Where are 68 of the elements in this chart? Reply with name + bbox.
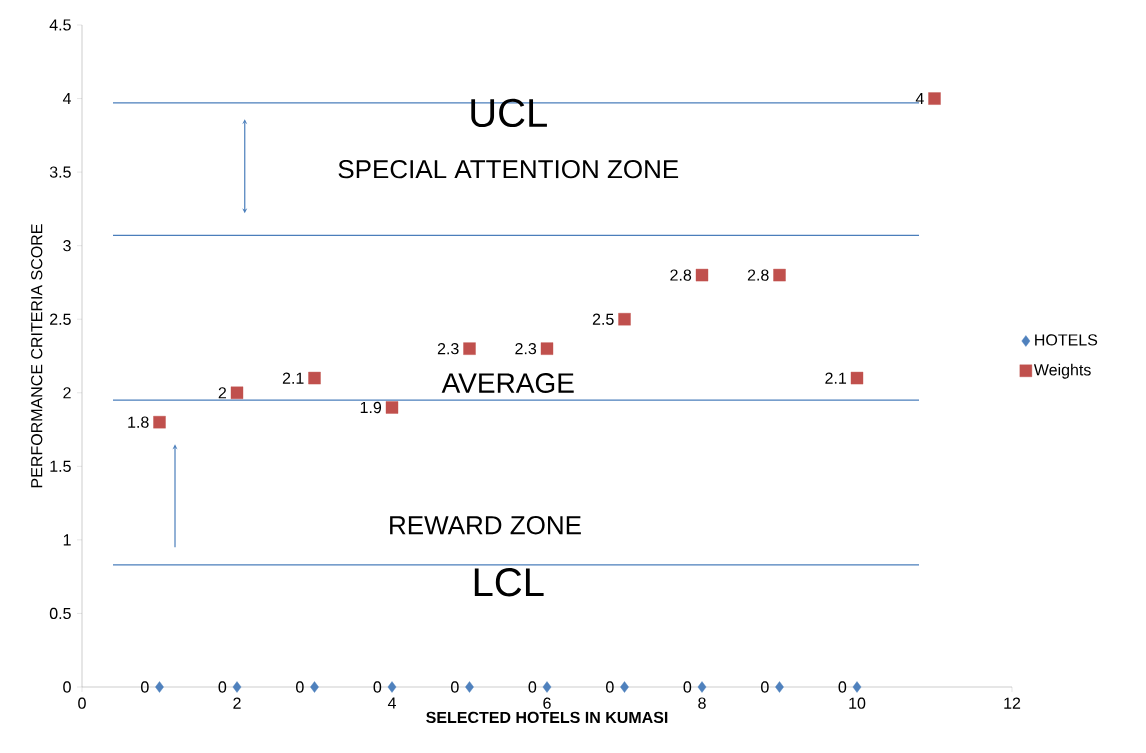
data-label: 0 [373, 681, 382, 693]
y-tick-label: 3 [63, 240, 71, 252]
data-label: 0 [296, 681, 304, 693]
y-tick-label: 2 [63, 387, 71, 399]
y-tick-label: 0 [63, 681, 71, 693]
point [695, 268, 709, 282]
data-label: 2.8 [747, 269, 769, 281]
annotation: SPECIAL ATTENTION ZONE [338, 159, 679, 179]
point [773, 268, 786, 282]
point [620, 681, 629, 693]
point [775, 681, 784, 693]
y-axis-title: PERFORMANCE CRITERIA SCORE [31, 224, 43, 488]
legend-label: Weights [1033, 363, 1091, 379]
data-label: 4 [915, 93, 924, 105]
point [850, 371, 864, 385]
data-label: 2.3 [515, 342, 537, 355]
x-tick-label: 4 [387, 697, 396, 709]
point [310, 681, 319, 693]
y-tick-label: 3.5 [49, 166, 71, 178]
data-label: 2.5 [592, 313, 614, 325]
point [540, 342, 554, 355]
x-tick-label: 2 [233, 697, 241, 709]
point [232, 681, 242, 693]
point [385, 401, 399, 414]
point [618, 313, 631, 326]
point [465, 681, 474, 693]
ref-line-label: AVERAGE [441, 373, 574, 393]
data-label: 0 [838, 681, 847, 693]
annotation: REWARD ZONE [390, 515, 581, 535]
ref-line-label: UCL [471, 98, 547, 128]
data-label: 0 [141, 681, 149, 693]
x-tick-label: 12 [1004, 697, 1021, 709]
point [155, 681, 164, 693]
y-tick-label: 4.5 [49, 19, 71, 31]
data-label: 2.1 [282, 372, 304, 384]
y-tick-label: 0.5 [49, 607, 71, 620]
point [928, 92, 941, 105]
ref-line-label: LCL [474, 568, 544, 597]
data-label: 0 [528, 681, 537, 693]
data-label: 0 [218, 681, 227, 693]
data-label: 0 [606, 681, 614, 693]
data-label: 0 [761, 681, 769, 693]
data-label: 2.3 [437, 342, 459, 355]
point [463, 342, 476, 355]
y-tick-label: 4 [62, 93, 72, 105]
legend-label: HOTELS [1035, 334, 1098, 346]
data-label: 1.8 [128, 416, 149, 428]
point [852, 681, 862, 693]
point [230, 386, 244, 399]
point [308, 371, 321, 385]
point [153, 416, 166, 429]
y-tick-label: 2.5 [50, 313, 71, 325]
x-tick-label: 6 [543, 697, 551, 709]
point [542, 681, 552, 693]
y-tick-label: 1.5 [50, 460, 71, 472]
data-label: 1.9 [360, 401, 382, 414]
point [387, 681, 397, 693]
x-tick-label: 8 [698, 697, 706, 709]
data-label: 2.1 [825, 372, 847, 384]
point [697, 681, 707, 693]
x-axis-title: SELECTED HOTELS IN KUMASI [426, 711, 668, 724]
data-label: 2.8 [670, 269, 692, 281]
data-label: 0 [683, 681, 692, 693]
data-label: 2 [218, 387, 226, 399]
data-label: 0 [451, 681, 459, 693]
x-tick-label: 10 [849, 697, 866, 709]
y-tick-label: 1 [63, 534, 71, 546]
x-tick-label: 0 [78, 697, 86, 709]
